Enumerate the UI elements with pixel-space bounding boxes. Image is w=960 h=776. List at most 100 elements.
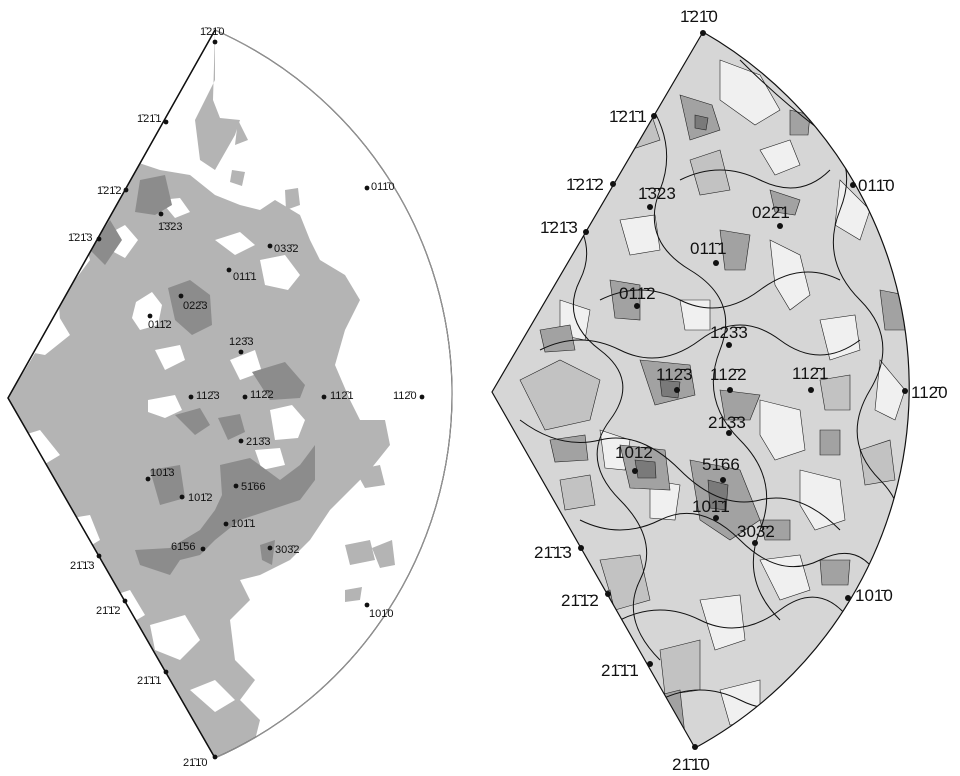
- right-pole-10: 112̄3: [656, 365, 693, 393]
- right-pole-6: 022̄1: [752, 203, 790, 229]
- right-pole-0: 1̄21̄0: [680, 7, 718, 36]
- pole-label: 011̄2: [148, 319, 172, 331]
- right-figure-panel: 1̄21̄0 1̄21̄1 1̄21̄2 1̄3̄23 1̄21̄3 011̄0…: [491, 7, 948, 774]
- pole-label: 022̄1: [752, 203, 790, 222]
- left-pole-19: 101̄1: [223, 518, 255, 530]
- left-pole-11: 112̄3: [188, 390, 220, 402]
- pole-label: 011̄1: [233, 271, 257, 283]
- pole-label: 011̄2: [619, 284, 656, 303]
- left-pole-14: 112̄0: [393, 390, 425, 402]
- pole-label: 1̄21̄3: [68, 232, 92, 244]
- pole-label: 101̄0: [855, 586, 893, 605]
- left-pole-8: 022̄3: [178, 293, 207, 312]
- pole-label: 1̄3̄23: [158, 221, 182, 233]
- pole-label: 123̄3: [229, 336, 253, 348]
- pole-label: 1̄21̄0: [680, 7, 718, 26]
- right-pole-20: 21̄1̄2: [561, 591, 611, 610]
- pole-label: 21̄1̄1: [601, 661, 639, 680]
- right-pole-8: 011̄2: [619, 284, 656, 309]
- pole-label: 1̄21̄1: [609, 107, 647, 126]
- right-pole-9: 123̄3: [710, 323, 748, 348]
- right-pole-7: 011̄1: [690, 239, 727, 266]
- right-fan-outline: [491, 31, 910, 749]
- left-pole-0: 1̄21̄0: [200, 26, 224, 45]
- left-pole-22: 21̄1̄3: [70, 553, 102, 572]
- left-figure-panel: 1̄21̄0 1̄21̄1 1̄21̄2 1̄3̄23 1̄21̄3 011̄0…: [7, 26, 453, 769]
- pole-label: 213̄3: [708, 413, 746, 432]
- pole-label: 112̄3: [656, 365, 693, 384]
- left-pole-5: 011̄0: [364, 181, 395, 193]
- left-pole-1: 1̄21̄1: [137, 113, 169, 125]
- pole-label: 101̄2: [615, 443, 653, 462]
- pole-label: 21̄1̄0: [672, 755, 710, 774]
- pole-label: 011̄0: [371, 181, 395, 193]
- right-pole-3: 1̄3̄23: [638, 184, 676, 210]
- right-pole-5: 011̄0: [850, 176, 895, 195]
- left-pole-25: 21̄1̄1: [137, 669, 169, 687]
- pole-label: 011̄0: [858, 176, 895, 195]
- left-pole-17: 101̄2: [179, 492, 212, 504]
- pole-label: 1̄3̄23: [638, 184, 676, 203]
- right-pole-4: 1̄21̄3: [540, 218, 589, 237]
- pole-label: 112̄1: [330, 390, 354, 402]
- pole-label: 1̄21̄1: [137, 113, 161, 125]
- pole-label: 112̄1: [792, 364, 829, 383]
- pole-label: 112̄2: [250, 389, 274, 401]
- left-pole-6: 033̄2: [267, 243, 298, 255]
- left-pole-13: 112̄1: [321, 390, 354, 402]
- right-pole-12: 112̄1: [792, 364, 829, 393]
- left-pole-26: 21̄1̄0: [183, 754, 218, 769]
- pole-label: 112̄2: [710, 365, 747, 384]
- right-pole-18: 303̄2: [737, 522, 775, 546]
- pole-label: 1̄21̄2: [97, 185, 121, 197]
- pole-label: 1̄21̄2: [566, 175, 604, 194]
- pole-label: 101̄0: [369, 608, 393, 620]
- right-pole-21: 101̄0: [845, 586, 893, 605]
- left-pole-12: 112̄2: [242, 389, 274, 401]
- left-pole-24: 101̄0: [364, 602, 393, 620]
- right-pole-2: 1̄21̄2: [566, 175, 616, 194]
- right-pole-16: 51̄66: [702, 455, 740, 483]
- pole-label: 21̄1̄1: [137, 675, 161, 687]
- pole-label: 1̄21̄3: [540, 218, 578, 237]
- right-pole-17: 101̄1: [692, 497, 730, 521]
- left-pole-3: 1̄3̄23: [158, 211, 182, 233]
- left-pole-21: 303̄2: [267, 544, 299, 556]
- pole-label: 61̄56: [171, 541, 195, 553]
- left-intensity-map: [8, 30, 395, 758]
- pole-label: 51̄66: [241, 481, 265, 493]
- left-pole-9: 011̄2: [147, 313, 172, 331]
- right-contour-map: [492, 32, 910, 748]
- pole-label: 112̄3: [196, 390, 220, 402]
- pole-label: 033̄2: [274, 243, 298, 255]
- pole-label: 1̄21̄0: [200, 26, 224, 38]
- pole-label: 101̄3: [150, 467, 174, 479]
- pole-label: 303̄2: [275, 544, 299, 556]
- pole-label: 303̄2: [737, 522, 775, 541]
- pole-label: 112̄0: [911, 383, 948, 402]
- pole-label: 21̄1̄3: [534, 543, 572, 562]
- left-pole-10: 123̄3: [229, 336, 253, 355]
- right-pole-19: 21̄1̄3: [534, 543, 584, 562]
- left-pole-15: 213̄3: [238, 436, 270, 448]
- pole-label: 51̄66: [702, 455, 740, 474]
- pole-label: 101̄1: [692, 497, 730, 516]
- right-pole-23: 21̄1̄0: [672, 744, 710, 774]
- pole-label: 21̄1̄2: [561, 591, 599, 610]
- right-pole-11: 112̄2: [710, 365, 747, 393]
- left-pole-2: 1̄21̄2: [97, 185, 129, 197]
- pole-label: 21̄1̄0: [183, 757, 207, 769]
- right-pole-1: 1̄21̄1: [609, 107, 657, 126]
- pole-label: 21̄1̄2: [96, 605, 120, 617]
- left-pole-4: 1̄21̄3: [68, 232, 102, 244]
- left-pole-18: 51̄66: [233, 481, 265, 493]
- left-pole-16: 101̄3: [145, 467, 174, 482]
- left-pole-7: 011̄1: [226, 267, 257, 283]
- left-pole-20: 61̄56: [171, 541, 206, 553]
- right-pole-14: 213̄3: [708, 413, 746, 436]
- pole-label: 21̄1̄3: [70, 560, 94, 572]
- pole-label: 123̄3: [710, 323, 748, 342]
- pole-label: 011̄1: [690, 239, 727, 258]
- right-pole-22: 21̄1̄1: [601, 661, 653, 680]
